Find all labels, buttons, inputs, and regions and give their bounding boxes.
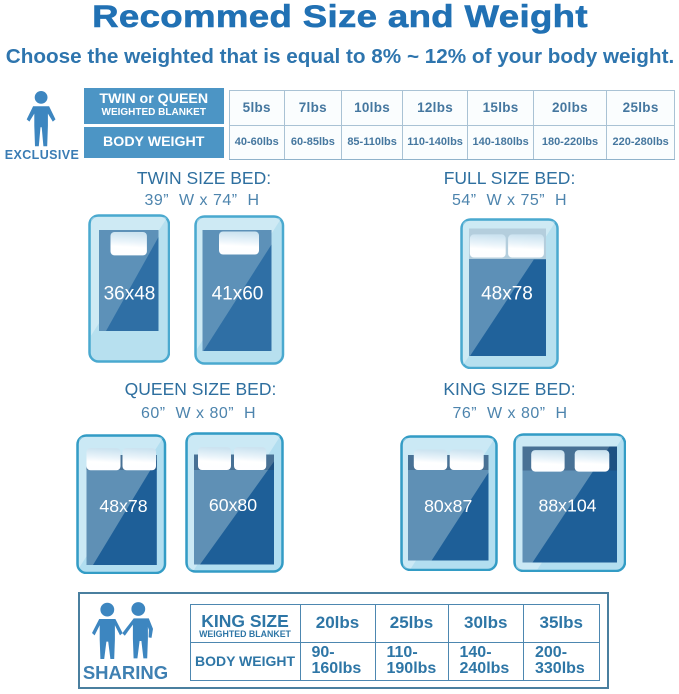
svg-text:48x78: 48x78 bbox=[99, 496, 147, 516]
svg-text:88x104: 88x104 bbox=[538, 495, 596, 515]
svg-text:48x78: 48x78 bbox=[481, 283, 533, 304]
svg-text:36x48: 36x48 bbox=[103, 283, 155, 304]
svg-text:80x87: 80x87 bbox=[424, 495, 472, 515]
svg-text:41x60: 41x60 bbox=[212, 284, 264, 305]
svg-text:60x80: 60x80 bbox=[209, 495, 257, 515]
